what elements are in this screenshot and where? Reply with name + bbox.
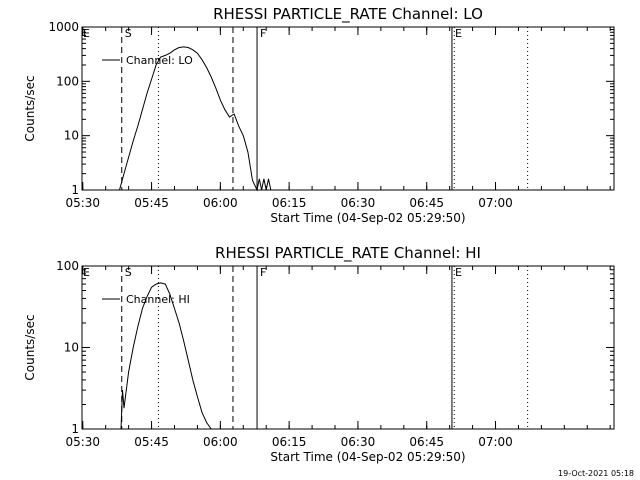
y-tick-label: 10 — [64, 129, 79, 143]
x-tick-label: 06:15 — [272, 196, 307, 210]
x-tick-label: 06:30 — [341, 196, 376, 210]
series-line — [120, 282, 212, 430]
marker-label: S — [125, 27, 132, 40]
x-tick-label: 06:15 — [272, 435, 307, 449]
edge-marker-label: E — [83, 27, 90, 40]
y-axis-label: Counts/sec — [23, 314, 37, 380]
x-tick-label: 07:00 — [478, 196, 513, 210]
x-tick-label: 06:00 — [203, 435, 238, 449]
y-tick-label: 100 — [56, 259, 79, 273]
edge-marker-label: E — [83, 266, 90, 279]
marker-label: E — [455, 266, 462, 279]
y-tick-label: 1 — [71, 422, 79, 436]
x-tick-label: 05:45 — [134, 435, 169, 449]
y-tick-label: 100 — [56, 74, 79, 88]
x-axis-label: Start Time (04-Sep-02 05:29:50) — [270, 211, 465, 225]
y-tick-label: 10 — [64, 341, 79, 355]
marker-label: S — [125, 266, 132, 279]
plot-frame — [81, 265, 615, 430]
footer-timestamp: 19-Oct-2021 05:18 — [558, 469, 634, 478]
x-tick-label: 06:45 — [409, 196, 444, 210]
chart-title: RHESSI PARTICLE_RATE Channel: LO — [213, 5, 483, 24]
marker-label: F — [260, 266, 266, 279]
x-axis-label: Start Time (04-Sep-02 05:29:50) — [270, 450, 465, 464]
x-tick-label: 06:30 — [341, 435, 376, 449]
chart-title: RHESSI PARTICLE_RATE Channel: HI — [215, 244, 481, 263]
marker-label: E — [455, 27, 462, 40]
x-tick-label: 05:30 — [65, 435, 100, 449]
x-tick-label: 07:00 — [478, 435, 513, 449]
marker-label: F — [260, 27, 266, 40]
x-tick-label: 05:45 — [134, 196, 169, 210]
series-line — [119, 46, 272, 192]
x-tick-label: 06:00 — [203, 196, 238, 210]
plot-frame — [81, 26, 615, 191]
legend-label: Channel: HI — [126, 293, 190, 306]
x-tick-label: 05:30 — [65, 196, 100, 210]
x-tick-label: 06:45 — [409, 435, 444, 449]
y-tick-label: 1 — [71, 183, 79, 197]
y-axis-label: Counts/sec — [23, 75, 37, 141]
legend-label: Channel: LO — [126, 54, 193, 67]
y-tick-label: 1000 — [48, 20, 79, 34]
